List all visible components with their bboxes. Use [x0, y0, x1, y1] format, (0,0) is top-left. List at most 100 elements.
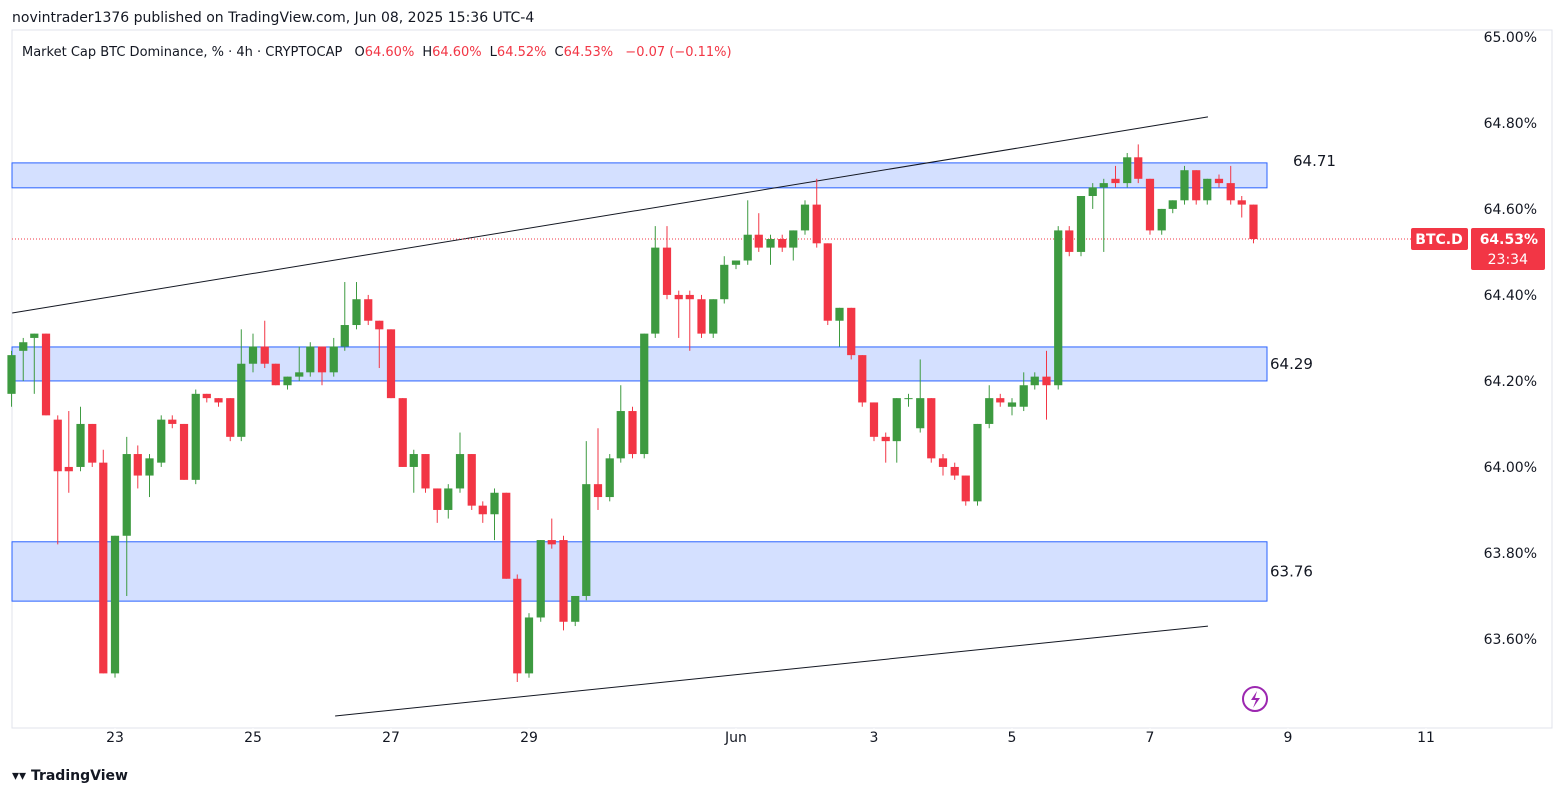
candle-body [329, 346, 338, 373]
candle-body [375, 320, 384, 330]
candle-body [950, 466, 959, 476]
candle-body [398, 398, 407, 467]
candle-body [421, 454, 430, 489]
candle-body [685, 294, 694, 300]
ohlc-key: O [354, 45, 365, 60]
trendline [335, 625, 1208, 717]
x-tick-label: 7 [1146, 730, 1155, 746]
candle-body [386, 329, 396, 399]
candle-body [19, 342, 28, 351]
ohlc: O64.60% H64.60% L64.52% C64.53% [347, 45, 614, 60]
candle-body [145, 458, 154, 476]
publish-header: novintrader1376 published on TradingView… [12, 10, 535, 26]
candle-body [559, 540, 568, 622]
candle-body [823, 243, 832, 321]
x-tick-label: 11 [1417, 730, 1435, 746]
candle-body [743, 234, 752, 261]
candle-body [616, 411, 625, 459]
candle-body [536, 540, 545, 618]
candle-body [662, 247, 672, 295]
candle-body [76, 423, 85, 467]
candle-body [260, 346, 269, 364]
candle-body [927, 398, 936, 459]
candle-body [364, 299, 373, 321]
candle-body [892, 398, 901, 442]
candle-body [99, 462, 108, 674]
candle-body [961, 475, 970, 502]
candle-body [812, 204, 821, 244]
candle-body [1088, 187, 1097, 197]
candle-body [869, 402, 879, 437]
ohlc-key: C [554, 45, 564, 60]
candle-body [226, 398, 235, 437]
candle-body [237, 363, 246, 437]
candle-body [179, 423, 189, 480]
zone [11, 346, 1268, 382]
candle-body [30, 333, 39, 338]
candle-body [478, 505, 487, 515]
candle-body [1157, 208, 1166, 231]
candle-body [547, 540, 556, 545]
candle-body [731, 260, 741, 265]
candle-body [248, 346, 258, 364]
zone-label: 63.76 [1270, 562, 1313, 580]
x-tick-label: 27 [382, 730, 400, 746]
candle-body [1042, 376, 1051, 386]
candle-body [317, 346, 327, 373]
candle-body [513, 578, 522, 674]
candle-body [571, 595, 580, 622]
replay-bolt [1251, 691, 1260, 708]
candle-body [295, 372, 304, 377]
x-tick-label: 9 [1284, 730, 1293, 746]
symbol: Market Cap BTC Dominance, % · 4h · CRYPT… [22, 45, 343, 60]
candle-body [709, 299, 718, 334]
ohlc-value: 64.60% [432, 45, 482, 60]
candle-body [1054, 230, 1063, 386]
x-tick-label: 5 [1008, 730, 1017, 746]
candle-body [1226, 183, 1235, 201]
countdown: 23:34 [1488, 252, 1528, 268]
candle-body [1145, 178, 1155, 231]
change: −0.07 (−0.11%) [625, 45, 732, 60]
candle-body [1065, 230, 1074, 252]
candle-body [996, 398, 1005, 403]
y-tick-label: 64.00% [1484, 460, 1537, 476]
candle-body [1076, 196, 1086, 252]
symbol-badge [1411, 228, 1468, 251]
y-tick-label: 63.60% [1484, 632, 1537, 648]
y-tick-label: 64.60% [1484, 202, 1537, 218]
zone [11, 162, 1268, 189]
replay-icon [1242, 686, 1268, 712]
candle-body [697, 299, 706, 334]
footer-logo: ▾▾ TradingView [12, 768, 128, 784]
candle-body [409, 454, 418, 467]
candle-body [593, 484, 603, 498]
candle-body [202, 393, 211, 399]
candle-body [7, 355, 16, 394]
candle-body [157, 419, 166, 463]
y-tick-label: 65.00% [1484, 30, 1537, 46]
ohlc-value: 64.60% [364, 45, 415, 60]
candle-body [444, 488, 453, 510]
candle-body [214, 398, 223, 403]
y-tick-label: 63.80% [1484, 546, 1537, 562]
ohlc-value: 64.53% [563, 45, 614, 60]
candle-body [754, 234, 763, 248]
candle-body [110, 535, 120, 674]
candle-body [778, 239, 787, 248]
candle-body [1111, 178, 1120, 184]
candle-body [283, 376, 292, 386]
candle-body [916, 398, 925, 429]
candle-body [1030, 376, 1039, 386]
candle-body [1214, 178, 1224, 184]
candle-body [973, 423, 982, 502]
candle-body [467, 454, 476, 506]
candle-body [433, 488, 442, 510]
candle-body [605, 458, 614, 498]
candle-body [271, 363, 280, 386]
x-tick-label: 3 [870, 730, 879, 746]
candle-body [628, 411, 637, 455]
candle-body [524, 617, 534, 674]
candle-body [835, 307, 844, 321]
